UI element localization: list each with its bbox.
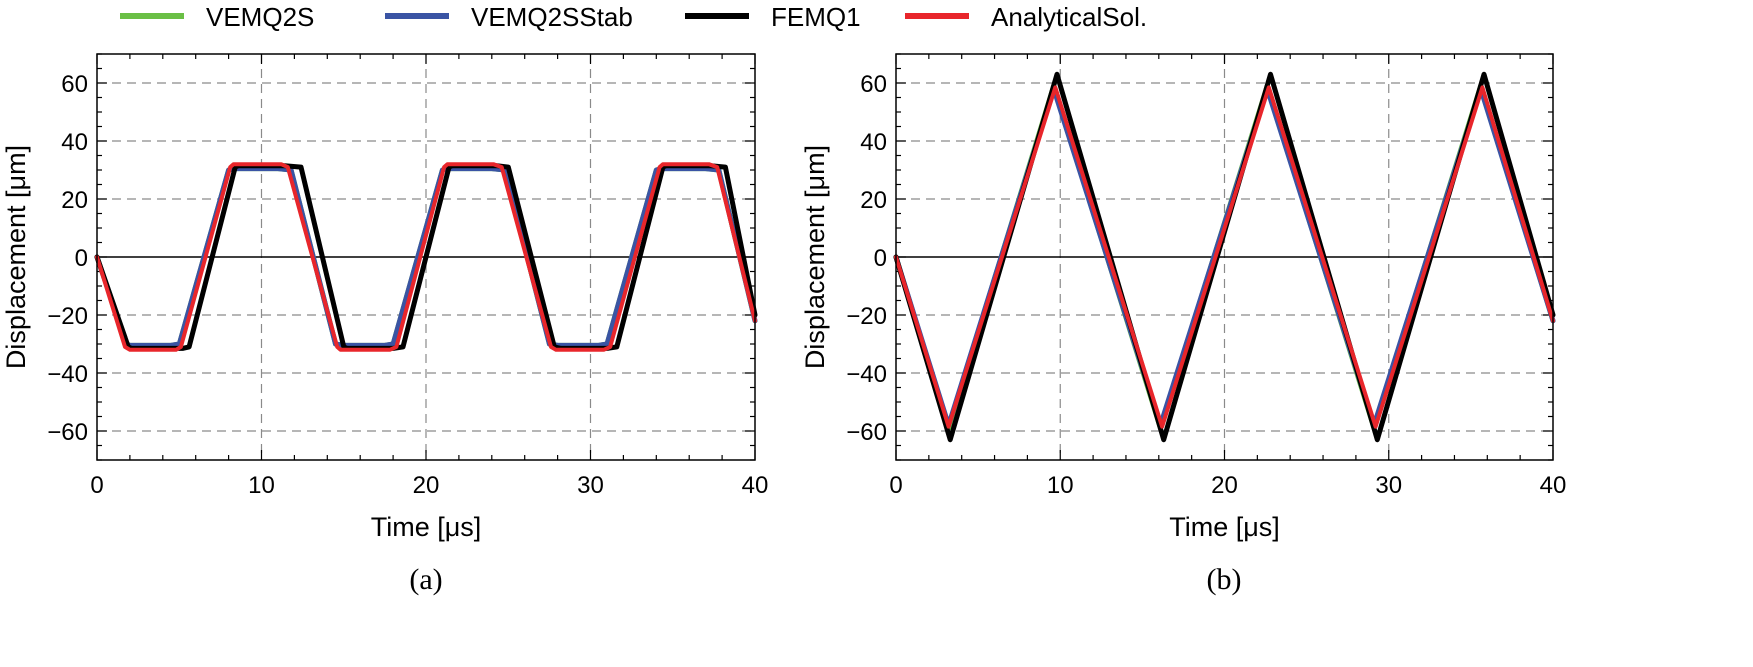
panel-b: 0 10 20 30 40 −60 −40 −20 0 20 40 60 Time [μs] Displa… [800,53,1567,596]
y-tick-label-1: −40 [47,361,88,388]
legend-label-1: VEMQ2SStab [471,2,633,32]
y-tick-label-4: 20 [61,187,88,214]
y-tick-label-1: −40 [846,361,887,388]
y-axis-label: Displacement [μm] [1,145,31,369]
legend-label-3: AnalyticalSol. [991,2,1147,32]
plot-frame [895,53,1554,461]
panel-caption: (a) [409,563,442,596]
x-tick-label-2: 20 [413,472,440,499]
y-tick-label-3: 0 [874,245,887,272]
x-tick-label-1: 10 [1047,472,1074,499]
y-tick-label-5: 40 [61,129,88,156]
y-tick-label-4: 20 [860,187,887,214]
x-axis-label: Time [μs] [1169,512,1280,542]
x-tick-label-4: 40 [742,472,769,499]
y-tick-label-2: −20 [846,303,887,330]
y-axis-label: Displacement [μm] [800,145,830,369]
panel-caption: (b) [1207,563,1242,596]
x-tick-label-1: 10 [248,472,275,499]
y-tick-label-6: 60 [61,71,88,98]
plot-frame [96,53,756,461]
x-tick-label-0: 0 [90,472,103,499]
legend: VEMQ2S VEMQ2SStab FEMQ1 AnalyticalSol. [120,2,1147,32]
x-tick-label-0: 0 [889,472,902,499]
y-tick-label-5: 40 [860,129,887,156]
series-line-FEMQ1 [94,163,758,351]
series-line-AnalyticalSol. [95,162,757,352]
y-tick-label-6: 60 [860,71,887,98]
legend-label-2: FEMQ1 [771,2,861,32]
series-line-VEMQ2SStab [94,166,758,348]
x-tick-label-4: 40 [1540,472,1567,499]
x-tick-label-2: 20 [1211,472,1238,499]
series-line-AnalyticalSol. [894,85,1555,429]
y-tick-label-0: −60 [47,419,88,446]
x-tick-label-3: 30 [1375,472,1402,499]
y-tick-label-0: −60 [846,419,887,446]
panel-a: 0 10 20 30 40 −60 −40 −20 0 20 40 60 Time [μs] Displa… [1,53,769,596]
y-tick-label-2: −20 [47,303,88,330]
x-axis-label: Time [μs] [371,512,482,542]
y-tick-label-3: 0 [75,245,88,272]
legend-label-0: VEMQ2S [206,2,314,32]
x-tick-label-3: 30 [577,472,604,499]
